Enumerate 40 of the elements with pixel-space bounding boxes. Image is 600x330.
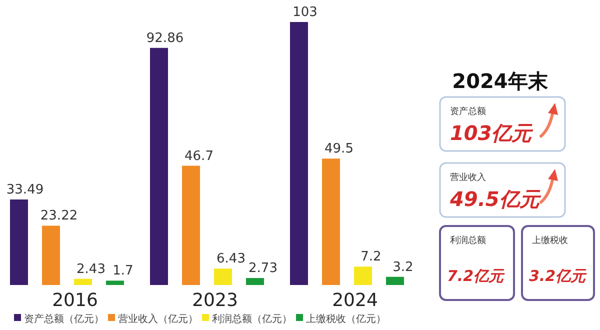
data-label: 7.2 xyxy=(360,250,382,265)
legend-label: 上缴税收（亿元） xyxy=(306,313,386,325)
text: 上缴税收 xyxy=(532,235,568,246)
bar xyxy=(106,280,124,285)
data-label: 1.7 xyxy=(112,264,134,279)
bar xyxy=(290,22,308,285)
x-tick-label: 2024 xyxy=(332,290,378,311)
text: 资产总额 xyxy=(450,106,486,117)
bar xyxy=(182,166,200,285)
data-label: 92.86 xyxy=(146,30,184,46)
bar xyxy=(322,158,340,285)
text: 103亿元 xyxy=(450,121,534,145)
legend-label: 资产总额（亿元） xyxy=(24,313,104,325)
text: 7.2亿元 xyxy=(447,267,506,285)
data-label: 49.5 xyxy=(324,142,354,157)
legend-label: 营业收入（亿元） xyxy=(118,313,198,325)
text: 利润总额 xyxy=(450,235,486,246)
bar xyxy=(74,278,92,285)
data-label: 103 xyxy=(292,5,318,20)
bar xyxy=(246,278,264,285)
bar xyxy=(150,48,168,285)
text: 2024年末 xyxy=(452,69,549,93)
bar xyxy=(10,199,28,285)
bar xyxy=(354,266,372,285)
bar xyxy=(214,268,232,285)
data-label: 3.2 xyxy=(392,260,414,275)
text: 营业收入 xyxy=(450,172,486,183)
data-label: 2.73 xyxy=(248,261,278,276)
text: 3.2亿元 xyxy=(529,267,588,285)
x-tick-label: 2023 xyxy=(192,290,238,311)
data-label: 2.43 xyxy=(76,262,106,277)
data-label: 33.49 xyxy=(6,182,44,198)
bar xyxy=(42,226,60,285)
data-label: 6.43 xyxy=(216,252,246,267)
text: 49.5亿元 xyxy=(449,187,542,211)
legend-label: 利润总额（亿元） xyxy=(212,313,292,325)
x-tick-label: 2016 xyxy=(52,290,98,311)
data-label: 23.22 xyxy=(40,208,78,224)
bar xyxy=(386,276,404,285)
data-label: 46.7 xyxy=(184,148,214,164)
